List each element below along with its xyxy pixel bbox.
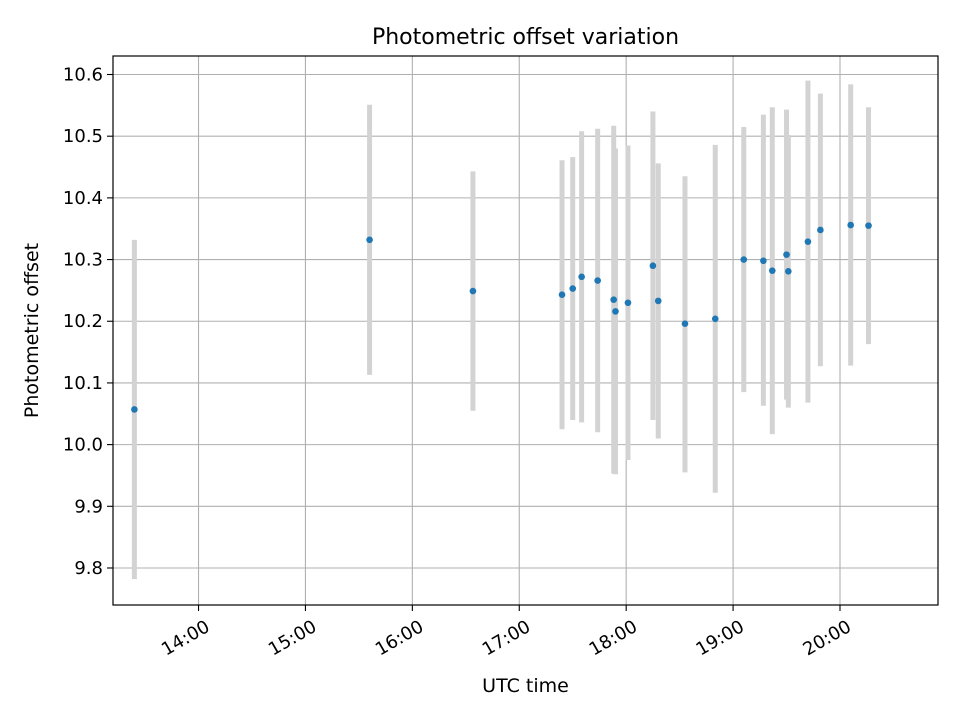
x-tick-label: 15:00 [265,616,320,660]
error-bars [131,80,872,580]
data-point [131,406,138,413]
data-point [558,291,566,299]
data-points [131,221,872,413]
x-tick-label: 18:00 [586,616,641,660]
y-tick-label: 10.1 [63,373,103,394]
data-point [612,308,619,315]
axis-ticks: 9.8 9.9 10.0 10.1 10.2 10.3 10.4 10.5 10.6 14:00 1… [63,65,855,661]
data-point [847,221,854,229]
data-point [649,262,657,270]
y-tick-label: 10.3 [63,250,103,271]
y-tick-label: 9.9 [74,496,103,517]
x-tick-label: 17:00 [479,616,534,660]
data-point [785,267,792,275]
y-tick-label: 10.0 [63,435,103,456]
data-point [594,277,601,284]
y-tick-label: 10.2 [63,311,103,332]
grid-lines [113,56,938,605]
x-tick-label: 14:00 [158,616,213,660]
y-tick-label: 10.4 [63,188,103,209]
data-point [740,256,748,263]
data-point [681,320,689,328]
x-axis-label: UTC time [482,675,569,697]
data-point [569,285,577,292]
data-point [804,238,812,245]
y-tick-label: 9.8 [74,558,103,579]
data-point [760,257,767,265]
data-point [654,297,662,305]
y-tick-label: 10.5 [63,126,103,147]
data-point [711,315,719,323]
data-point [610,296,618,303]
data-point [783,251,790,258]
data-point [817,226,824,234]
data-point [578,273,585,281]
data-point [624,299,632,307]
x-tick-label: 16:00 [372,616,427,660]
y-axis-label: Photometric offset [21,243,43,418]
data-point [469,287,477,295]
y-tick-label: 10.6 [63,65,103,86]
x-tick-label: 19:00 [693,616,748,660]
x-tick-label: 20:00 [799,616,854,660]
data-point [865,222,872,229]
data-point [768,267,776,274]
chart-title: Photometric offset variation [372,25,679,50]
plot-frame [112,55,939,606]
data-point [366,236,373,244]
